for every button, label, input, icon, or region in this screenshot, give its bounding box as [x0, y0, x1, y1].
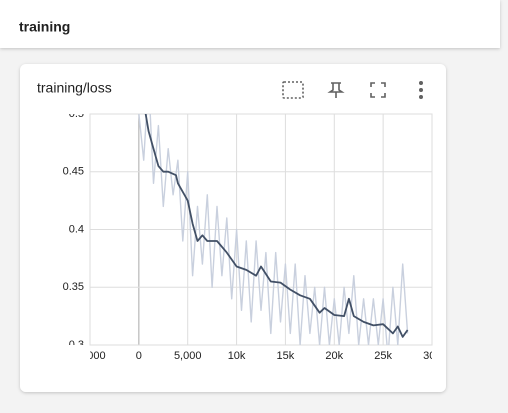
fit-domain-icon[interactable] [282, 81, 304, 99]
x-tick-label: 20k [325, 350, 343, 362]
header-title: training [19, 19, 70, 35]
card-title: training/loss [37, 80, 112, 96]
x-tick-label: 25k [374, 350, 392, 362]
x-tick-label: 5,000 [174, 350, 202, 362]
pin-icon[interactable] [327, 82, 345, 98]
y-tick-label: 0.35 [63, 281, 84, 293]
toolbar [282, 81, 423, 99]
fullscreen-icon[interactable] [370, 82, 386, 98]
card [20, 64, 446, 392]
x-tick-label: 0 [136, 350, 142, 362]
y-tick-label: 0.5 [69, 108, 84, 120]
raw-line [138, 114, 409, 345]
x-tick-label: 10k [228, 350, 246, 362]
x-tick-label: 15k [277, 350, 295, 362]
y-tick-label: 0.4 [69, 223, 84, 235]
y-tick-label: 0.3 [69, 339, 84, 351]
x-tick-label: -5,000 [74, 350, 105, 362]
header-bar [0, 0, 500, 48]
y-tick-label: 0.45 [63, 166, 84, 178]
x-tick-label: 30k [423, 350, 441, 362]
menu-icon[interactable] [419, 81, 423, 99]
smoothed-line [144, 114, 409, 338]
